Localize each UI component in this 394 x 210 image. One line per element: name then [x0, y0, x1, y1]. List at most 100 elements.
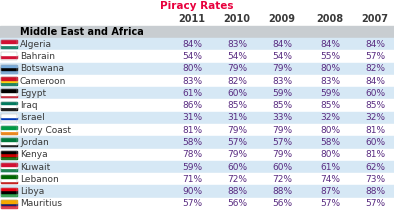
- Text: Iraq: Iraq: [20, 101, 37, 110]
- Bar: [0, 26, 394, 38]
- Text: 84%: 84%: [182, 40, 202, 49]
- Bar: [1, 188, 17, 196]
- Bar: [1, 95, 17, 97]
- Text: Egypt: Egypt: [20, 89, 46, 98]
- Text: 31%: 31%: [227, 113, 247, 122]
- Bar: [1, 126, 17, 134]
- Text: 85%: 85%: [320, 101, 340, 110]
- Bar: [1, 205, 17, 208]
- Text: 57%: 57%: [182, 199, 202, 208]
- Bar: [1, 138, 17, 146]
- Text: 57%: 57%: [365, 199, 385, 208]
- Text: 88%: 88%: [365, 187, 385, 196]
- Bar: [0, 99, 394, 112]
- Text: 88%: 88%: [272, 187, 292, 196]
- Bar: [1, 119, 17, 122]
- Text: 85%: 85%: [365, 101, 385, 110]
- Bar: [1, 102, 17, 104]
- Bar: [1, 151, 17, 153]
- Text: 79%: 79%: [272, 126, 292, 135]
- Text: Lebanon: Lebanon: [20, 175, 59, 184]
- Bar: [1, 77, 17, 80]
- Text: 90%: 90%: [182, 187, 202, 196]
- Bar: [1, 144, 17, 146]
- Text: Cameroon: Cameroon: [20, 76, 66, 85]
- Text: 33%: 33%: [272, 113, 292, 122]
- Bar: [1, 107, 17, 110]
- Text: 74%: 74%: [320, 175, 340, 184]
- Text: 58%: 58%: [182, 138, 202, 147]
- Text: 60%: 60%: [365, 138, 385, 147]
- Text: 85%: 85%: [272, 101, 292, 110]
- Bar: [1, 65, 17, 73]
- Text: 60%: 60%: [227, 89, 247, 98]
- Text: 79%: 79%: [272, 150, 292, 159]
- Text: 32%: 32%: [365, 113, 385, 122]
- Text: 80%: 80%: [320, 150, 340, 159]
- Bar: [1, 89, 17, 92]
- Text: 54%: 54%: [272, 52, 292, 61]
- Bar: [1, 40, 17, 48]
- Bar: [1, 52, 17, 60]
- Bar: [1, 151, 17, 159]
- Text: Middle East and Africa: Middle East and Africa: [20, 27, 144, 37]
- Bar: [1, 92, 17, 95]
- Bar: [0, 12, 394, 26]
- Text: 84%: 84%: [365, 76, 385, 85]
- Text: 2008: 2008: [316, 14, 344, 24]
- Text: 54%: 54%: [227, 52, 247, 61]
- Text: 82%: 82%: [365, 64, 385, 73]
- Bar: [1, 141, 17, 144]
- Bar: [1, 114, 17, 122]
- Bar: [0, 50, 394, 63]
- Text: 80%: 80%: [320, 64, 340, 73]
- Bar: [1, 104, 17, 107]
- Bar: [1, 168, 17, 171]
- Text: 79%: 79%: [227, 64, 247, 73]
- Text: 61%: 61%: [182, 89, 202, 98]
- Bar: [1, 178, 17, 181]
- Text: 84%: 84%: [272, 40, 292, 49]
- Bar: [1, 153, 17, 156]
- Text: 54%: 54%: [182, 52, 202, 61]
- Bar: [1, 52, 17, 55]
- Text: 82%: 82%: [227, 76, 247, 85]
- Bar: [0, 173, 394, 185]
- Text: 56%: 56%: [227, 199, 247, 208]
- Text: Mauritius: Mauritius: [20, 199, 62, 208]
- Text: 32%: 32%: [320, 113, 340, 122]
- Text: Israel: Israel: [20, 113, 45, 122]
- Text: 61%: 61%: [320, 163, 340, 172]
- Bar: [0, 124, 394, 136]
- Text: 73%: 73%: [365, 175, 385, 184]
- Bar: [1, 131, 17, 134]
- Text: 60%: 60%: [365, 89, 385, 98]
- Text: 79%: 79%: [272, 64, 292, 73]
- Bar: [0, 161, 394, 173]
- Bar: [1, 43, 17, 46]
- Bar: [1, 200, 17, 208]
- Bar: [1, 190, 17, 193]
- Text: 59%: 59%: [320, 89, 340, 98]
- Text: 2011: 2011: [178, 14, 206, 24]
- Text: 62%: 62%: [365, 163, 385, 172]
- Text: Jordan: Jordan: [20, 138, 49, 147]
- Text: 59%: 59%: [272, 89, 292, 98]
- Text: 79%: 79%: [227, 126, 247, 135]
- Text: 87%: 87%: [320, 187, 340, 196]
- Bar: [0, 63, 394, 75]
- Bar: [1, 114, 17, 117]
- Text: 81%: 81%: [365, 126, 385, 135]
- Bar: [1, 188, 17, 190]
- Bar: [1, 202, 17, 205]
- Bar: [1, 89, 17, 97]
- Text: 84%: 84%: [365, 40, 385, 49]
- Text: 83%: 83%: [320, 76, 340, 85]
- Bar: [1, 175, 17, 183]
- Text: Bahrain: Bahrain: [20, 52, 55, 61]
- Text: Algeria: Algeria: [20, 40, 52, 49]
- Text: 55%: 55%: [320, 52, 340, 61]
- Bar: [0, 148, 394, 161]
- Text: 78%: 78%: [182, 150, 202, 159]
- Bar: [0, 185, 394, 198]
